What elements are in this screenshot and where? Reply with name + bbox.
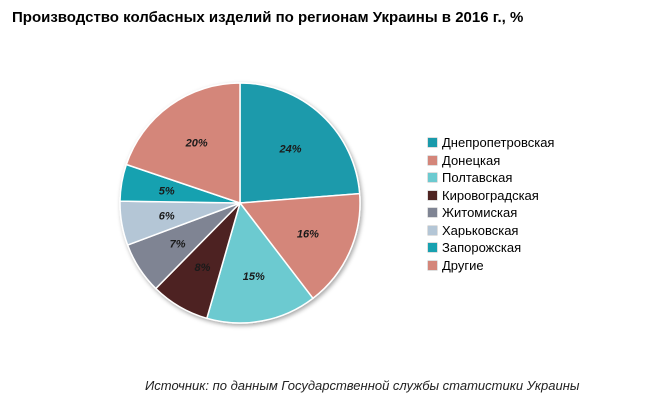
legend-swatch	[428, 243, 437, 253]
legend-label: Донецкая	[442, 152, 501, 168]
data-label-днепропетровская: 24%	[278, 143, 301, 155]
legend-label: Харьковская	[442, 222, 519, 238]
legend-item-днепропетровская: Днепропетровская	[428, 134, 554, 152]
pie-slice-другие	[125, 82, 241, 205]
legend-label: Полтавская	[442, 170, 513, 186]
legend-label: Запорожская	[442, 240, 522, 256]
data-label-другие: 20%	[185, 138, 208, 150]
legend-item-кировоградская: Кировоградская	[428, 187, 554, 205]
chart-title: Производство колбасных изделий по регион…	[12, 9, 524, 26]
legend-label: Другие	[442, 257, 484, 273]
legend-swatch	[428, 208, 437, 218]
data-label-полтавская: 15%	[243, 271, 265, 283]
legend-item-житомиская: Житомиская	[428, 204, 554, 222]
legend-swatch	[428, 190, 437, 200]
legend-swatch	[428, 260, 437, 270]
legend-swatch	[428, 225, 437, 235]
chart-legend: Днепропетровская Донецкая Полтавская Кирово…	[428, 134, 554, 274]
legend-swatch	[428, 155, 437, 165]
legend-label: Житомиская	[442, 205, 518, 221]
legend-swatch	[428, 138, 437, 148]
legend-item-другие: Другие	[428, 257, 554, 275]
pie-slice-полтавская	[205, 201, 314, 324]
data-label-донецкая: 16%	[297, 228, 319, 240]
pie-slice-донецкая	[238, 192, 361, 300]
pie-slice-днепропетровская	[239, 82, 361, 204]
data-label-харьковская: 6%	[159, 211, 175, 223]
legend-item-полтавская: Полтавская	[428, 169, 554, 187]
data-label-запорожская: 5%	[159, 185, 175, 197]
legend-label: Кировоградская	[442, 187, 539, 203]
legend-label: Днепропетровская	[442, 135, 555, 151]
legend-item-донецкая: Донецкая	[428, 152, 554, 170]
legend-item-харьковская: Харьковская	[428, 222, 554, 240]
data-label-житомиская: 7%	[170, 239, 186, 251]
legend-swatch	[428, 173, 437, 183]
data-label-кировоградская: 8%	[195, 262, 211, 274]
legend-item-запорожская: Запорожская	[428, 239, 554, 257]
source-note: Источник: по данным Государственной служ…	[145, 378, 580, 393]
